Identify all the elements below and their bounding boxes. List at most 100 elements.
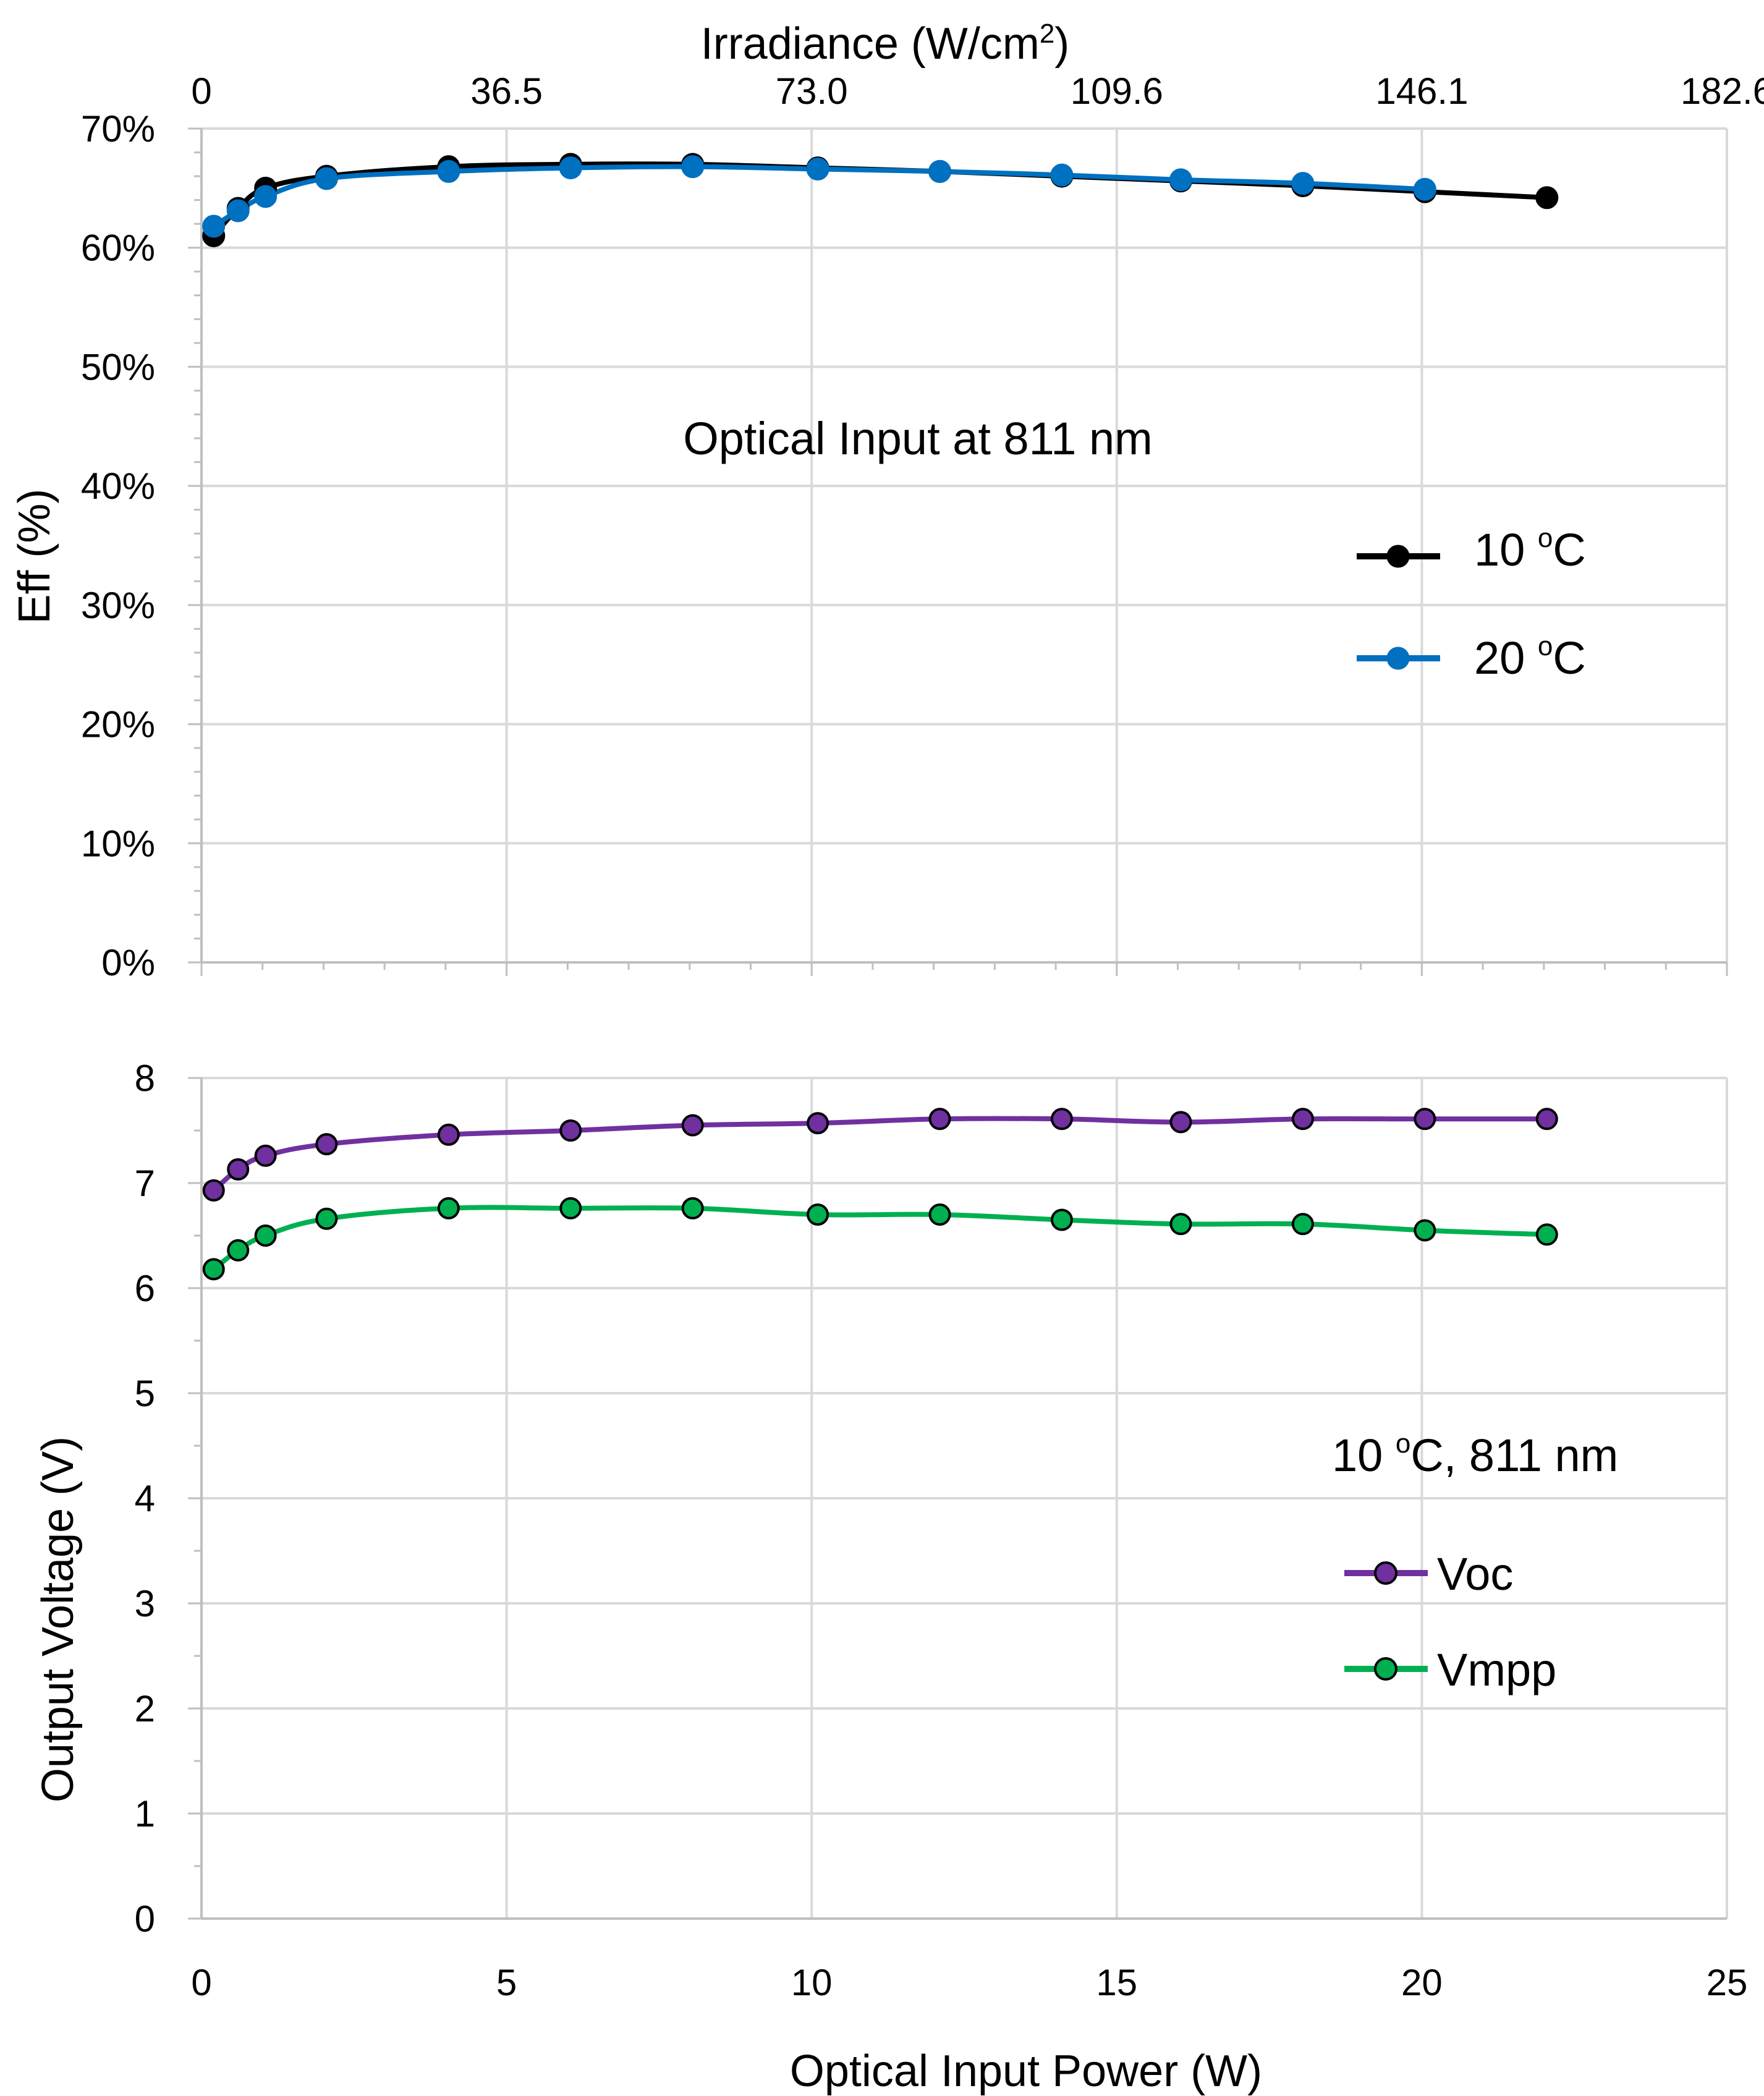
data-point-20C-2 xyxy=(254,185,278,208)
data-point-20C-9 xyxy=(1050,163,1074,187)
legend-label-vmpp: Vmpp xyxy=(1437,1644,1556,1695)
data-point-Voc-10 xyxy=(1169,1111,1192,1134)
voltage-y-tick-labels: 0 1 2 3 4 5 6 7 8 xyxy=(135,1058,155,1940)
data-point-20C-0 xyxy=(202,214,226,238)
data-point-Vmpp-0 xyxy=(202,1258,225,1281)
data-point-20C-4 xyxy=(437,159,460,183)
data-point-10C-13 xyxy=(1535,186,1559,210)
data-point-Voc-7 xyxy=(807,1112,829,1135)
data-point-Vmpp-3 xyxy=(315,1207,338,1230)
power-tick-label-4: 20 xyxy=(1401,1962,1443,2003)
data-point-Voc-4 xyxy=(437,1123,460,1146)
irradiance-tick-label-0: 0 xyxy=(191,70,211,112)
voltage-y-tick-label-1: 1 xyxy=(135,1793,155,1835)
legend-label-20C: 20 oC xyxy=(1474,631,1586,684)
voltage-y-tick-label-5: 5 xyxy=(135,1373,155,1414)
data-point-Vmpp-7 xyxy=(807,1203,829,1226)
data-point-Vmpp-12 xyxy=(1414,1219,1436,1242)
irradiance-tick-label-5: 182.6 xyxy=(1681,70,1764,112)
legend-label-10C: 10 oC xyxy=(1474,523,1586,575)
data-point-Voc-1 xyxy=(227,1158,250,1181)
efficiency-series xyxy=(202,153,1559,247)
efficiency-y-tick-label-5: 50% xyxy=(81,346,155,388)
efficiency-chart: 0% 10% 20% 30% 40% 50% 60% 70% 0 36.5 73.0 109.6 14… xyxy=(10,19,1764,983)
data-point-20C-7 xyxy=(806,158,829,181)
voltage-series xyxy=(202,1108,1558,1281)
data-point-20C-12 xyxy=(1413,177,1436,201)
irradiance-tick-label-4: 146.1 xyxy=(1375,70,1468,112)
efficiency-y-tick-label-6: 60% xyxy=(81,227,155,269)
voltage-chart: 0 1 2 3 4 5 6 7 8 0 5 10 15 20 25 Optical Input Power… xyxy=(33,1058,1747,2096)
data-point-Voc-2 xyxy=(254,1144,277,1167)
data-point-20C-1 xyxy=(226,199,250,223)
efficiency-annotation: Optical Input at 811 nm xyxy=(683,413,1153,464)
data-point-Voc-11 xyxy=(1291,1108,1314,1131)
data-point-Vmpp-6 xyxy=(681,1197,704,1220)
irradiance-tick-label-2: 73.0 xyxy=(776,70,848,112)
legend-marker-voc xyxy=(1374,1561,1397,1585)
data-point-Voc-12 xyxy=(1414,1108,1436,1131)
data-point-20C-6 xyxy=(681,155,705,179)
efficiency-y-tick-label-2: 20% xyxy=(81,704,155,745)
efficiency-legend: 10 oC 20 oC xyxy=(1357,523,1586,684)
voltage-legend: Voc Vmpp xyxy=(1344,1548,1556,1695)
data-point-Voc-3 xyxy=(315,1133,338,1156)
efficiency-y-tick-labels: 0% 10% 20% 30% 40% 50% 60% 70% xyxy=(81,108,155,983)
data-point-20C-3 xyxy=(315,167,338,190)
data-point-Vmpp-9 xyxy=(1050,1208,1073,1231)
voltage-y-tick-label-2: 2 xyxy=(135,1688,155,1729)
data-point-Voc-9 xyxy=(1050,1108,1073,1131)
power-tick-label-0: 0 xyxy=(191,1962,211,2003)
power-tick-label-5: 25 xyxy=(1707,1962,1748,2003)
data-point-Voc-6 xyxy=(681,1114,704,1137)
voltage-y-tick-label-0: 0 xyxy=(135,1898,155,1940)
voltage-y-tick-label-7: 7 xyxy=(135,1163,155,1204)
efficiency-y-tick-label-4: 40% xyxy=(81,465,155,507)
power-tick-label-1: 5 xyxy=(496,1962,517,2003)
data-point-Voc-0 xyxy=(202,1179,225,1202)
data-point-20C-8 xyxy=(928,159,952,183)
legend-marker-10C xyxy=(1386,545,1410,568)
voltage-axes xyxy=(188,1077,1727,1920)
data-point-Voc-13 xyxy=(1535,1108,1558,1131)
power-tick-label-3: 15 xyxy=(1096,1962,1137,2003)
irradiance-axis-title: Irradiance (W/cm2) xyxy=(701,19,1070,69)
legend-marker-vmpp xyxy=(1374,1657,1397,1681)
series-line-Vmpp xyxy=(212,1205,1547,1271)
data-point-Vmpp-13 xyxy=(1535,1223,1558,1246)
series-line-Voc xyxy=(212,1116,1547,1192)
data-point-Vmpp-1 xyxy=(227,1239,250,1262)
efficiency-y-axis-title: Eff (%) xyxy=(10,489,59,624)
irradiance-tick-label-3: 109.6 xyxy=(1071,70,1163,112)
data-point-Vmpp-5 xyxy=(559,1197,582,1220)
data-point-20C-10 xyxy=(1169,168,1192,192)
power-tick-label-2: 10 xyxy=(791,1962,833,2003)
data-point-Vmpp-2 xyxy=(254,1224,277,1247)
voltage-y-tick-label-8: 8 xyxy=(135,1058,155,1099)
efficiency-gridlines xyxy=(201,127,1728,962)
legend-marker-20C xyxy=(1386,647,1410,670)
efficiency-axes xyxy=(188,127,1728,976)
efficiency-y-tick-label-1: 10% xyxy=(81,823,155,864)
data-point-Vmpp-8 xyxy=(928,1203,951,1226)
voltage-y-tick-label-4: 4 xyxy=(135,1478,155,1519)
power-tick-labels: 0 5 10 15 20 25 xyxy=(191,1962,1747,2003)
irradiance-tick-labels: 0 36.5 73.0 109.6 146.1 182.6 xyxy=(191,70,1764,112)
data-point-Vmpp-10 xyxy=(1169,1213,1192,1236)
data-point-Voc-5 xyxy=(559,1119,582,1142)
data-point-20C-5 xyxy=(559,156,582,180)
data-point-Voc-8 xyxy=(928,1108,951,1131)
voltage-y-axis-title: Output Voltage (V) xyxy=(33,1436,83,1802)
voltage-y-tick-label-3: 3 xyxy=(135,1583,155,1624)
voltage-y-tick-label-6: 6 xyxy=(135,1268,155,1309)
efficiency-y-tick-label-0: 0% xyxy=(101,942,155,983)
data-point-Vmpp-11 xyxy=(1291,1213,1314,1236)
data-point-Vmpp-4 xyxy=(437,1197,460,1220)
legend-label-voc: Voc xyxy=(1437,1548,1513,1600)
power-axis-title: Optical Input Power (W) xyxy=(790,2047,1262,2096)
data-point-20C-11 xyxy=(1291,172,1315,195)
efficiency-y-tick-label-3: 30% xyxy=(81,585,155,626)
voltage-gridlines xyxy=(201,1077,1728,1919)
irradiance-tick-label-1: 36.5 xyxy=(470,70,543,112)
